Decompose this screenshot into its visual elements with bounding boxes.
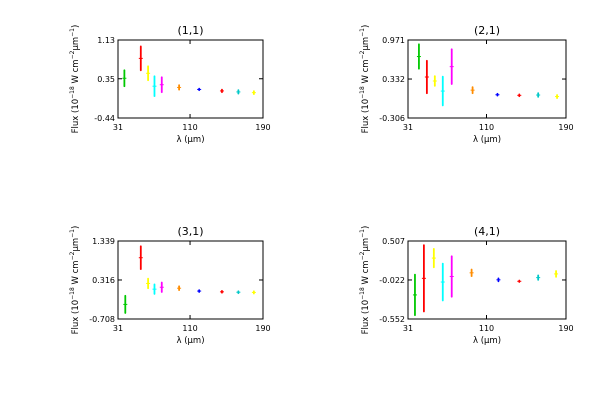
y-axis-label-part: ) xyxy=(361,226,371,229)
y-axis-label-part: W cm xyxy=(361,59,371,86)
y-axis-label-part: W cm xyxy=(361,260,371,287)
x-axis-label: λ (μm) xyxy=(176,135,204,145)
y-axis-label-superscript: −1 xyxy=(359,229,366,238)
y-axis-label-part: Flux (10 xyxy=(71,99,81,134)
plot-frame xyxy=(407,240,567,320)
x-tick-label: 31 xyxy=(113,324,123,333)
panel-1: (1,1) 31 110 190 -0.44 0.35 1.13 λ (μm) Flux (10… xyxy=(69,24,271,145)
x-tick-label: 110 xyxy=(182,324,197,333)
y-axis-label-part: μm xyxy=(361,238,371,252)
y-axis-label-superscript: −1 xyxy=(359,28,366,37)
panel-title: (3,1) xyxy=(177,225,203,238)
y-axis-label-superscript: −18 xyxy=(69,86,76,99)
y-axis-label-superscript: −18 xyxy=(359,86,366,99)
x-tick-label: 110 xyxy=(479,123,494,132)
y-axis-label-superscript: −1 xyxy=(69,229,76,238)
plot-frame xyxy=(407,39,567,119)
y-axis-label-part: Flux (10 xyxy=(361,99,371,134)
y-axis-label-superscript: −18 xyxy=(69,287,76,300)
y-axis-label-part: μm xyxy=(71,238,81,252)
panel-title: (4,1) xyxy=(474,225,500,238)
y-axis-label: Flux (10−18 W cm−2μm−1) xyxy=(359,226,371,335)
y-axis-label-part: μm xyxy=(71,37,81,51)
y-axis-label-superscript: −2 xyxy=(359,50,366,59)
x-tick-label: 31 xyxy=(403,123,413,132)
y-axis-label-superscript: −18 xyxy=(359,287,366,300)
y-axis-label-part: ) xyxy=(361,25,371,28)
x-axis-label: λ (μm) xyxy=(473,336,501,346)
x-axis-label: λ (μm) xyxy=(473,135,501,145)
y-tick-label: 0.316 xyxy=(92,276,115,285)
y-tick-label: 0.971 xyxy=(382,36,405,45)
x-tick-label: 110 xyxy=(479,324,494,333)
y-axis-label-part: μm xyxy=(361,37,371,51)
x-tick-label: 110 xyxy=(182,123,197,132)
plot-frame xyxy=(117,39,264,119)
x-tick-label: 190 xyxy=(558,123,573,132)
y-axis-label-part: W cm xyxy=(71,260,81,287)
y-axis-label-superscript: −2 xyxy=(69,251,76,260)
y-axis-label-part: ) xyxy=(71,25,81,28)
y-axis-label: Flux (10−18 W cm−2μm−1) xyxy=(69,226,81,335)
plot-frame xyxy=(117,240,264,320)
y-tick-label: 1.339 xyxy=(92,237,115,246)
panel-3: (3,1) 31 110 190 -0.708 0.316 1.339 λ (μm) Flux … xyxy=(69,225,271,346)
y-tick-label: 0.35 xyxy=(97,75,115,84)
y-axis-label-superscript: −2 xyxy=(69,50,76,59)
y-tick-label: 0.332 xyxy=(382,75,405,84)
x-tick-label: 31 xyxy=(403,324,413,333)
y-axis-label-part: Flux (10 xyxy=(361,300,371,335)
x-axis-label: λ (μm) xyxy=(176,336,204,346)
x-tick-label: 190 xyxy=(255,324,270,333)
y-tick-label: -0.44 xyxy=(94,114,115,123)
x-tick-label: 31 xyxy=(113,123,123,132)
y-axis-label-part: W cm xyxy=(71,59,81,86)
y-axis-label: Flux (10−18 W cm−2μm−1) xyxy=(69,25,81,134)
y-tick-label: -0.022 xyxy=(379,276,405,285)
y-tick-label: 1.13 xyxy=(97,36,115,45)
panel-title: (2,1) xyxy=(474,24,500,37)
y-tick-label: 0.507 xyxy=(382,237,405,246)
x-tick-label: 190 xyxy=(255,123,270,132)
x-tick-label: 190 xyxy=(558,324,573,333)
panel-4: (4,1) 31 110 190 -0.552 -0.022 0.507 λ (μm) Flux… xyxy=(359,225,574,346)
y-axis-label-part: Flux (10 xyxy=(71,300,81,335)
panel-title: (1,1) xyxy=(177,24,203,37)
y-axis-label-superscript: −2 xyxy=(359,251,366,260)
y-tick-label: -0.306 xyxy=(379,114,405,123)
y-tick-label: -0.552 xyxy=(379,315,405,324)
y-tick-label: -0.708 xyxy=(89,315,115,324)
panel-2: (2,1) 31 110 190 -0.306 0.332 0.971 λ (μm) Flux … xyxy=(359,24,574,145)
y-axis-label-part: ) xyxy=(71,226,81,229)
y-axis-label-superscript: −1 xyxy=(69,28,76,37)
y-axis-label: Flux (10−18 W cm−2μm−1) xyxy=(359,25,371,134)
